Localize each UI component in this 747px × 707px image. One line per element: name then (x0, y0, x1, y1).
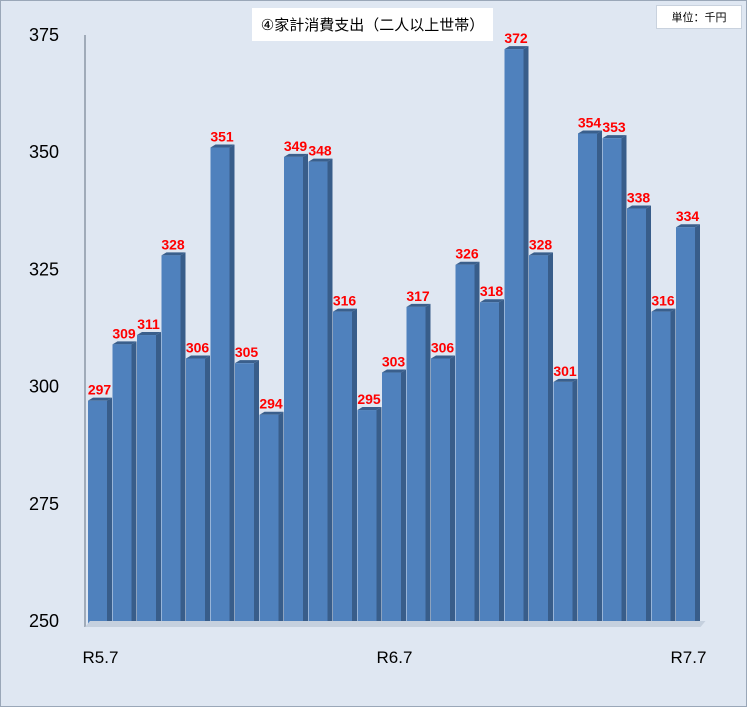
bar (186, 355, 210, 627)
bar (88, 397, 112, 627)
data-label: 328 (161, 236, 185, 252)
bar (284, 153, 308, 627)
data-label: 318 (480, 283, 504, 299)
bar (406, 303, 431, 627)
bar (627, 205, 651, 627)
data-label: 338 (627, 189, 651, 205)
bar (161, 252, 186, 627)
bar (602, 135, 627, 628)
y-tick-label: 300 (29, 377, 59, 397)
bar (235, 360, 259, 627)
bar (676, 224, 700, 627)
bar (308, 158, 333, 628)
data-label: 348 (308, 143, 332, 159)
x-axis: R5.7 R6.7 R7.7 (83, 621, 707, 667)
bar (651, 308, 676, 627)
data-label: 351 (210, 129, 234, 145)
data-label: 295 (357, 391, 381, 407)
bar (504, 46, 529, 627)
bar (137, 332, 161, 627)
data-label: 301 (553, 363, 577, 379)
bar (357, 407, 382, 627)
data-label: 309 (112, 325, 136, 341)
y-tick-label: 250 (29, 611, 59, 631)
bars (88, 46, 700, 628)
data-label: 303 (382, 354, 406, 370)
unit-label: 単位：千円 (656, 5, 742, 29)
bar (112, 341, 137, 627)
bar (553, 378, 578, 627)
data-label: 306 (186, 339, 210, 355)
data-label: 306 (431, 339, 455, 355)
data-label: 317 (406, 288, 430, 304)
y-tick-label: 375 (29, 25, 59, 45)
y-tick-label: 275 (29, 494, 59, 514)
chart-floor (85, 621, 706, 627)
data-label: 349 (284, 138, 308, 154)
data-label: 294 (259, 396, 283, 412)
x-tick-label: R6.7 (377, 648, 413, 667)
data-label: 334 (676, 208, 700, 224)
data-label: 328 (529, 236, 553, 252)
data-label: 311 (137, 316, 160, 332)
x-tick-label: R7.7 (671, 648, 707, 667)
data-label: 372 (504, 30, 528, 46)
y-tick-label: 325 (29, 259, 59, 279)
y-tick-label: 350 (29, 142, 59, 162)
x-tick-label: R5.7 (83, 648, 119, 667)
bar (333, 308, 357, 627)
bar (455, 261, 480, 627)
bar (529, 252, 553, 627)
y-axis: 250 275 300 325 350 375 (29, 25, 86, 631)
bar (210, 144, 235, 627)
data-label: 353 (602, 119, 626, 135)
data-label: 316 (333, 293, 357, 309)
data-label: 297 (88, 382, 112, 398)
bar (578, 130, 602, 627)
data-label: 316 (651, 293, 675, 309)
chart-title: ④家計消費支出（二人以上世帯） (252, 8, 493, 41)
bar (480, 299, 504, 627)
data-label: 305 (235, 344, 259, 360)
bar (431, 355, 455, 627)
bar (259, 411, 284, 627)
data-label: 354 (578, 114, 602, 130)
bar (382, 369, 406, 627)
data-label: 326 (455, 246, 479, 262)
